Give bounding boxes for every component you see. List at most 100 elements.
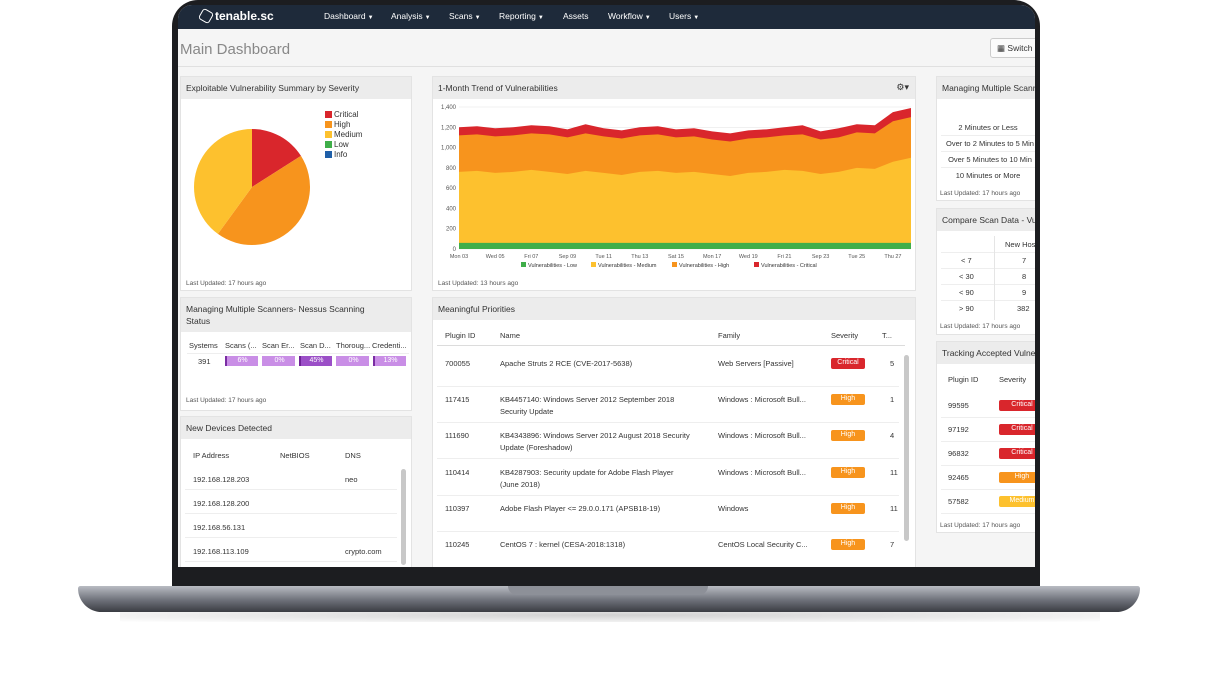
legend-label[interactable]: Vulnerabilities - Critical <box>761 263 817 269</box>
last-updated: Last Updated: 17 hours ago <box>186 397 267 404</box>
total-count: 5 <box>890 359 895 368</box>
total-count: 4 <box>890 431 895 441</box>
plugin-id: 96832 <box>948 449 969 458</box>
compare-label: < 7 <box>961 256 972 265</box>
switch-dashboard-button[interactable]: ▦ Switch <box>990 38 1035 58</box>
scan-time-row: Over to 2 Minutes to 5 Min <box>946 139 1034 148</box>
compare-header: New Hos <box>1005 240 1035 249</box>
page-title: Main Dashboard <box>180 41 291 58</box>
x-tick-label: Fri 07 <box>524 254 538 260</box>
scrollbar[interactable] <box>904 355 909 541</box>
plugin-name-cont: (June 2018) <box>500 479 541 489</box>
total-count: 1 <box>890 395 895 405</box>
settings-gear-icon[interactable]: ⚙▾ <box>896 82 909 92</box>
top-navbar: tenable.sc Dashboard ▼ Analysis ▼ Scans ▼ R… <box>178 5 1035 29</box>
nav-assets[interactable]: Assets <box>563 11 589 21</box>
plugin-name: CentOS 7 : kernel (CESA-2018:1318) <box>500 540 626 549</box>
column-header[interactable]: Family <box>718 331 741 340</box>
plugin-id: 57582 <box>948 497 969 506</box>
plugin-name: Adobe Flash Player <= 29.0.0.171 (APSB18… <box>500 503 661 513</box>
nav-analysis[interactable]: Analysis ▼ <box>391 11 431 21</box>
nav-dashboard[interactable]: Dashboard ▼ <box>324 11 374 21</box>
x-tick-label: Sep 23 <box>812 254 829 260</box>
row-divider <box>437 494 899 496</box>
scan-time-row: Over 5 Minutes to 10 Min <box>948 155 1032 164</box>
x-tick-label: Tue 25 <box>848 254 865 260</box>
scan-status-cell: 13% <box>373 356 406 366</box>
ip-address: 192.168.128.200 <box>193 499 250 508</box>
grid-icon: ▦ <box>997 43 1006 53</box>
x-tick-label: Wed 19 <box>739 254 758 260</box>
ip-address: 192.168.113.109 <box>193 547 249 556</box>
plugin-id: 110414 <box>445 467 470 477</box>
column-header[interactable]: Severity <box>831 331 859 340</box>
legend-swatch <box>325 141 332 148</box>
legend-swatch <box>591 262 596 267</box>
column-header: Scan Er... <box>262 341 295 350</box>
laptop-notch <box>508 586 708 595</box>
new-devices-panel: New Devices Detected IP Address NetBIOS … <box>180 416 412 567</box>
nav-reporting[interactable]: Reporting ▼ <box>499 11 544 21</box>
area-series-0[interactable] <box>459 242 911 249</box>
nav-users[interactable]: Users ▼ <box>669 11 699 21</box>
plugin-name: Apache Struts 2 RCE (CVE-2017-5638) <box>500 359 633 368</box>
nav-reporting-label: Reporting <box>499 11 536 21</box>
legend-swatch <box>672 262 677 267</box>
plugin-name: KB4343896: Windows Server 2012 August 20… <box>500 431 690 441</box>
panel-title: Exploitable Vulnerability Summary by Sev… <box>181 77 411 99</box>
total-count: 7 <box>890 540 895 549</box>
scan-status-cell: 0% <box>336 356 369 366</box>
legend-swatch <box>325 151 332 158</box>
column-header: Scans (... <box>225 341 257 350</box>
panel-title: Meaningful Priorities <box>433 298 915 320</box>
pie-slice-medium[interactable] <box>194 129 252 234</box>
plugin-id: 111690 <box>445 431 469 441</box>
systems-count: 391 <box>198 357 211 366</box>
legend-swatch <box>754 262 759 267</box>
pie-slice-high[interactable] <box>217 155 310 245</box>
legend-label[interactable]: Vulnerabilities - Medium <box>598 263 657 269</box>
scan-time-row: 2 Minutes or Less <box>958 123 1018 132</box>
x-tick-label: Thu 13 <box>631 254 648 260</box>
brand-logo[interactable]: tenable.sc <box>197 7 274 25</box>
caret-down-icon: ▼ <box>644 15 651 21</box>
severity-badge: Critical <box>999 400 1035 411</box>
panel-title-line2: Status <box>186 316 211 326</box>
area-series-1[interactable] <box>459 157 911 249</box>
pie-slice-critical[interactable] <box>252 129 301 187</box>
row-divider <box>437 422 899 424</box>
plugin-id: 99595 <box>948 401 969 410</box>
severity-badge: High <box>831 466 865 478</box>
scan-status-cell: 45% <box>299 356 332 366</box>
severity-badge: Critical <box>999 424 1035 435</box>
row-divider <box>185 561 397 562</box>
nav-workflow[interactable]: Workflow ▼ <box>608 11 651 21</box>
last-updated: Last Updated: 17 hours ago <box>186 280 267 287</box>
caret-down-icon: ▼ <box>693 15 700 21</box>
dns-name: neo <box>345 475 358 484</box>
y-tick-label: 1,400 <box>441 105 457 111</box>
row-divider <box>437 458 899 460</box>
column-header: DNS <box>345 451 361 460</box>
column-header[interactable]: T... <box>882 331 893 340</box>
column-header[interactable]: Name <box>500 331 521 340</box>
trend-panel: 1-Month Trend of Vulnerabilities ⚙▾ 0 200… <box>432 76 916 291</box>
last-updated: Last Updated: 13 hours ago <box>438 280 519 287</box>
legend-label[interactable]: Vulnerabilities - High <box>679 263 729 269</box>
y-tick-label: 1,000 <box>441 146 457 152</box>
brand-name: tenable.sc <box>215 9 274 23</box>
last-updated: Last Updated: 17 hours ago <box>940 323 1021 330</box>
caret-down-icon: ▼ <box>537 15 544 21</box>
legend-swatch <box>521 262 526 267</box>
nav-scans[interactable]: Scans ▼ <box>449 11 481 21</box>
compare-value: 9 <box>1022 288 1027 297</box>
switch-label: Switch <box>1007 43 1033 53</box>
legend-label[interactable]: Vulnerabilities - Low <box>528 263 577 269</box>
column-divider <box>994 236 995 320</box>
column-header[interactable]: Plugin ID <box>445 331 476 340</box>
scrollbar[interactable] <box>401 469 406 565</box>
column-header: NetBIOS <box>280 451 310 460</box>
plugin-family: Windows : Microsoft Bull... <box>718 431 806 441</box>
legend-swatch <box>325 121 332 128</box>
panel-title: Managing Multiple Scanners- Nessus Scann… <box>181 298 411 332</box>
